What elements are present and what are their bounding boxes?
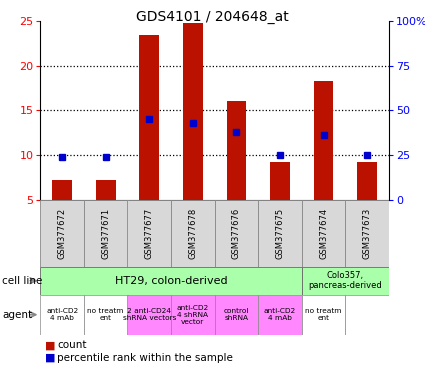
Bar bbox=[40, 200, 84, 267]
Bar bbox=[171, 200, 215, 267]
Text: anti-CD2
4 shRNA
vector: anti-CD2 4 shRNA vector bbox=[177, 305, 209, 325]
Text: no treatm
ent: no treatm ent bbox=[88, 308, 124, 321]
Text: control
shRNA: control shRNA bbox=[224, 308, 249, 321]
Bar bbox=[215, 200, 258, 267]
Text: anti-CD2
4 mAb: anti-CD2 4 mAb bbox=[46, 308, 78, 321]
Text: GSM377674: GSM377674 bbox=[319, 208, 328, 259]
Bar bbox=[183, 23, 203, 200]
Text: no treatm
ent: no treatm ent bbox=[305, 308, 342, 321]
Text: agent: agent bbox=[2, 310, 32, 320]
Bar bbox=[52, 180, 72, 200]
Bar bbox=[215, 295, 258, 335]
Text: 2 anti-CD24
shRNA vectors: 2 anti-CD24 shRNA vectors bbox=[122, 308, 176, 321]
Bar bbox=[258, 295, 302, 335]
Text: GSM377677: GSM377677 bbox=[145, 208, 154, 259]
Bar bbox=[84, 200, 128, 267]
Bar bbox=[302, 267, 389, 295]
Text: ■: ■ bbox=[45, 340, 55, 350]
Bar bbox=[171, 295, 215, 335]
Text: GSM377678: GSM377678 bbox=[188, 208, 197, 259]
Bar bbox=[96, 180, 116, 200]
Text: GSM377672: GSM377672 bbox=[58, 208, 67, 259]
Bar bbox=[258, 200, 302, 267]
Bar bbox=[302, 295, 345, 335]
Text: HT29, colon-derived: HT29, colon-derived bbox=[115, 276, 227, 286]
Text: GSM377671: GSM377671 bbox=[101, 208, 110, 259]
Bar bbox=[227, 101, 246, 200]
Text: GSM377676: GSM377676 bbox=[232, 208, 241, 259]
Bar bbox=[314, 81, 333, 200]
Text: cell line: cell line bbox=[2, 276, 42, 286]
Bar bbox=[357, 162, 377, 200]
Text: ■: ■ bbox=[45, 353, 55, 363]
Bar bbox=[270, 162, 290, 200]
Bar bbox=[302, 200, 345, 267]
Text: Colo357,
pancreas-derived: Colo357, pancreas-derived bbox=[309, 271, 382, 290]
Bar bbox=[345, 200, 389, 267]
Text: percentile rank within the sample: percentile rank within the sample bbox=[57, 353, 233, 363]
Bar bbox=[128, 295, 171, 335]
Bar bbox=[139, 35, 159, 200]
Text: count: count bbox=[57, 340, 87, 350]
Text: GSM377675: GSM377675 bbox=[275, 208, 284, 259]
Bar bbox=[345, 295, 389, 335]
Bar bbox=[128, 200, 171, 267]
Bar bbox=[40, 267, 302, 295]
Bar bbox=[84, 295, 128, 335]
Text: anti-CD2
4 mAb: anti-CD2 4 mAb bbox=[264, 308, 296, 321]
Bar bbox=[40, 295, 84, 335]
Text: GSM377673: GSM377673 bbox=[363, 208, 371, 259]
Text: GDS4101 / 204648_at: GDS4101 / 204648_at bbox=[136, 10, 289, 23]
